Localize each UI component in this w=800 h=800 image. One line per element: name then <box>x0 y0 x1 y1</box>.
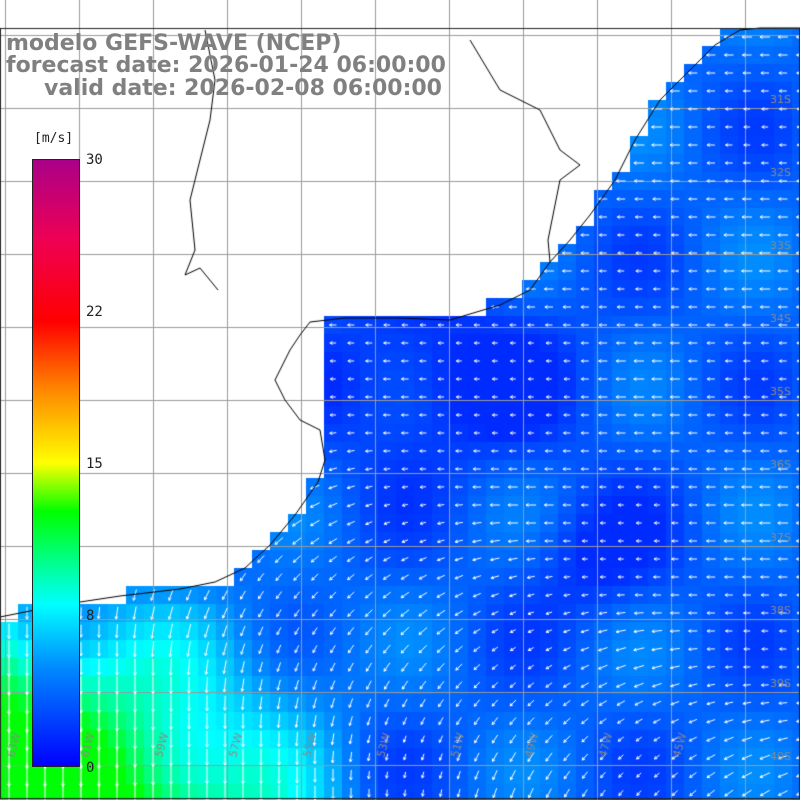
model-title: modelo GEFS-WAVE (NCEP) <box>6 31 342 56</box>
colorbar-tick-22: 22 <box>86 304 103 320</box>
colorbar-tick-15: 15 <box>86 456 103 472</box>
colorbar-gradient <box>32 159 80 767</box>
colorbar-unit: [m/s] <box>33 131 75 146</box>
valid-date: valid date: 2026-02-08 06:00:00 <box>44 76 442 101</box>
colorbar-tick-0: 0 <box>86 760 95 776</box>
forecast-date: forecast date: 2026-01-24 06:00:00 <box>6 53 446 78</box>
colorbar-tick-8: 8 <box>86 608 95 624</box>
colorbar-tick-30: 30 <box>86 152 103 168</box>
